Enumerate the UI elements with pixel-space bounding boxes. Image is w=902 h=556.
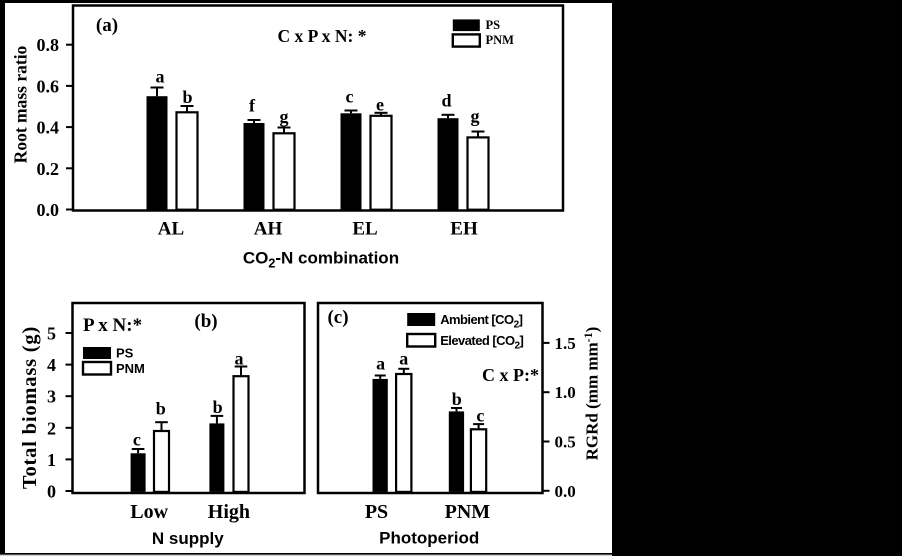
svg-text:b: b bbox=[156, 399, 166, 419]
svg-text:C x P:*: C x P:* bbox=[482, 365, 539, 385]
svg-text:4: 4 bbox=[47, 355, 56, 375]
svg-text:a: a bbox=[156, 67, 165, 87]
svg-text:1: 1 bbox=[47, 450, 56, 470]
svg-text:a: a bbox=[376, 354, 385, 374]
svg-text:(a): (a) bbox=[96, 15, 118, 36]
svg-text:c: c bbox=[476, 406, 484, 426]
svg-text:5: 5 bbox=[47, 324, 56, 344]
svg-text:0.5: 0.5 bbox=[555, 433, 576, 452]
svg-text:Elevated [CO2]: Elevated [CO2] bbox=[440, 333, 523, 352]
svg-text:C x P x N: *: C x P x N: * bbox=[278, 26, 367, 46]
svg-text:Root mass ratio: Root mass ratio bbox=[11, 45, 31, 163]
svg-text:PNM: PNM bbox=[445, 501, 491, 523]
svg-text:a: a bbox=[235, 349, 244, 369]
svg-text:(c): (c) bbox=[327, 307, 348, 328]
svg-text:High: High bbox=[208, 501, 250, 523]
svg-text:0.6: 0.6 bbox=[37, 76, 60, 96]
svg-text:b: b bbox=[452, 389, 462, 409]
svg-text:2: 2 bbox=[47, 418, 56, 438]
svg-text:PNM: PNM bbox=[486, 33, 515, 47]
svg-text:0.0: 0.0 bbox=[37, 200, 60, 220]
svg-text:Photoperiod: Photoperiod bbox=[379, 529, 479, 548]
svg-text:EL: EL bbox=[352, 218, 377, 239]
svg-text:0.2: 0.2 bbox=[37, 159, 60, 179]
svg-text:b: b bbox=[182, 87, 192, 107]
svg-text:b: b bbox=[213, 397, 223, 417]
svg-text:1.0: 1.0 bbox=[555, 383, 576, 402]
svg-text:Low: Low bbox=[130, 501, 168, 523]
svg-text:f: f bbox=[249, 96, 256, 116]
svg-text:1.5: 1.5 bbox=[555, 334, 576, 353]
svg-text:EH: EH bbox=[450, 218, 478, 239]
svg-text:AL: AL bbox=[158, 218, 184, 239]
svg-text:0.4: 0.4 bbox=[37, 118, 60, 138]
svg-text:N supply: N supply bbox=[152, 529, 224, 548]
svg-text:0: 0 bbox=[47, 482, 56, 502]
svg-text:e: e bbox=[376, 95, 384, 115]
svg-text:RGRd (mm mm-1): RGRd (mm mm-1) bbox=[581, 327, 602, 461]
svg-text:c: c bbox=[133, 430, 141, 450]
svg-text:PNM: PNM bbox=[116, 361, 145, 376]
svg-text:d: d bbox=[441, 91, 451, 111]
svg-text:P x N:*: P x N:* bbox=[83, 315, 142, 336]
svg-text:CO2-N combination: CO2-N combination bbox=[243, 249, 399, 271]
svg-text:PS: PS bbox=[116, 346, 134, 361]
svg-text:0.0: 0.0 bbox=[555, 482, 576, 501]
svg-text:AH: AH bbox=[254, 218, 283, 239]
svg-text:(b): (b) bbox=[194, 311, 217, 332]
svg-text:g: g bbox=[471, 106, 480, 126]
svg-text:PS: PS bbox=[486, 18, 501, 32]
svg-text:c: c bbox=[346, 87, 354, 107]
svg-text:PS: PS bbox=[365, 501, 388, 523]
svg-text:Ambient [CO2]: Ambient [CO2] bbox=[440, 312, 522, 331]
svg-text:Total biomass (g): Total biomass (g) bbox=[19, 326, 41, 489]
svg-text:g: g bbox=[280, 107, 289, 127]
svg-text:a: a bbox=[399, 349, 408, 369]
svg-text:0.8: 0.8 bbox=[37, 35, 60, 55]
svg-text:3: 3 bbox=[47, 387, 56, 407]
